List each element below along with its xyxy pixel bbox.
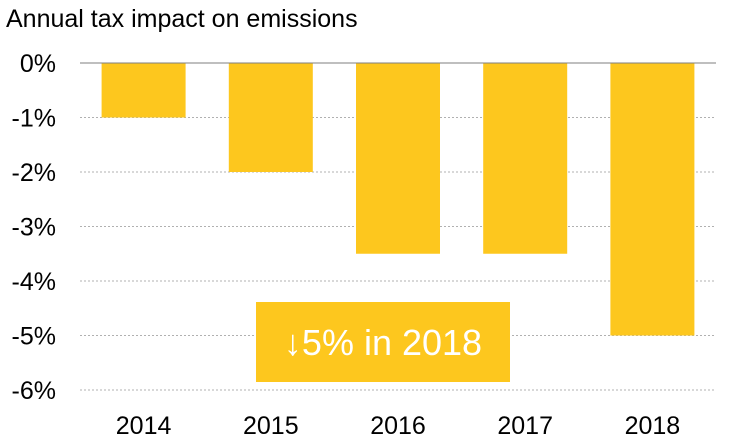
- x-tick-label: 2015: [243, 412, 299, 440]
- x-tick-label: 2014: [116, 412, 172, 440]
- callout-label: 5% in 2018: [302, 322, 482, 363]
- callout-box: [256, 302, 510, 382]
- bar-2014: [101, 63, 186, 118]
- x-axis-ticks: 2014 2015 2016 2017 2018: [116, 412, 680, 440]
- callout-text: ↓5% in 2018: [284, 322, 482, 363]
- x-tick-label: 2016: [370, 412, 426, 440]
- bar-2016: [356, 63, 440, 254]
- bar-2017: [483, 63, 568, 254]
- bars: [101, 63, 695, 336]
- bar-2018: [610, 63, 695, 336]
- y-tick-label: -4%: [12, 268, 56, 296]
- x-tick-label: 2017: [497, 412, 553, 440]
- chart-title: Annual tax impact on emissions: [6, 5, 358, 33]
- annotation-callout: ↓5% in 2018: [256, 302, 510, 382]
- y-tick-label: -1%: [12, 105, 56, 133]
- y-tick-label: 0%: [20, 50, 56, 78]
- gridlines: [80, 117, 716, 391]
- y-tick-label: -2%: [12, 159, 56, 187]
- y-tick-label: -6%: [12, 377, 56, 405]
- bar-2015: [228, 63, 313, 172]
- y-tick-label: -5%: [12, 323, 56, 351]
- x-tick-label: 2018: [625, 412, 681, 440]
- y-axis-ticks: 0% -1% -2% -3% -4% -5% -6%: [12, 50, 56, 405]
- down-arrow-icon: ↓: [284, 322, 302, 363]
- y-tick-label: -3%: [12, 214, 56, 242]
